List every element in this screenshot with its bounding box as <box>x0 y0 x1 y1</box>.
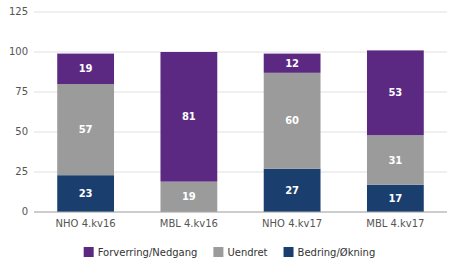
y-tick-label: 25 <box>15 166 28 177</box>
legend-swatch <box>284 247 294 257</box>
y-tick-label: 125 <box>9 6 28 17</box>
legend-label: Bedring/Økning <box>298 247 376 258</box>
legend-swatch <box>84 247 94 257</box>
grid-line <box>34 12 447 13</box>
data-label: 23 <box>79 188 93 199</box>
bar-segment <box>57 54 114 84</box>
legend-item: Bedring/Økning <box>284 247 376 258</box>
y-tick-label: 0 <box>22 206 28 217</box>
bar-segment <box>264 54 321 73</box>
data-label: 17 <box>388 193 402 204</box>
data-labels: 23 27 17 57 19 60 31 19 81 12 53 <box>79 58 403 204</box>
data-label: 19 <box>182 191 196 202</box>
grid-line <box>34 212 447 213</box>
data-label: 53 <box>388 87 402 98</box>
data-label: 12 <box>285 58 299 69</box>
grid <box>34 12 447 212</box>
bar-segment <box>264 169 321 212</box>
data-label: 27 <box>285 185 299 196</box>
data-label: 81 <box>182 111 196 122</box>
chart-container: 0 25 50 75 100 125 23 27 17 57 19 60 31 19 81 12 53 NHO 4… <box>0 0 459 270</box>
x-tick-label: NHO 4.kv16 <box>56 218 116 229</box>
bar-segment <box>367 185 424 212</box>
bar-segment <box>160 52 217 182</box>
legend-swatch <box>213 247 223 257</box>
data-label: 19 <box>79 63 93 74</box>
legend-item: Forverring/Nedgang <box>84 247 198 258</box>
x-tick-label: MBL 4.kv17 <box>366 218 424 229</box>
legend-label: Uendret <box>227 247 267 258</box>
legend-label: Forverring/Nedgang <box>98 247 198 258</box>
x-axis-line <box>34 212 447 213</box>
bar-segment <box>264 73 321 169</box>
x-tick-label: MBL 4.kv16 <box>160 218 218 229</box>
y-tick-label: 50 <box>15 126 28 137</box>
bar-segment <box>367 135 424 185</box>
x-tick-label: NHO 4.kv17 <box>262 218 322 229</box>
data-label: 57 <box>79 124 93 135</box>
data-label: 31 <box>388 155 402 166</box>
bar-segment <box>367 50 424 135</box>
data-label: 60 <box>285 115 299 126</box>
y-tick-label: 100 <box>9 46 28 57</box>
bar-segment <box>57 84 114 175</box>
y-tick-label: 75 <box>15 86 28 97</box>
bars <box>57 50 424 212</box>
chart: 0 25 50 75 100 125 23 27 17 57 19 60 31 19 81 12 53 NHO 4… <box>0 0 459 270</box>
legend-item: Uendret <box>213 247 267 258</box>
bar-segment <box>57 175 114 212</box>
legend: Forverring/Nedgang Uendret Bedring/Økning <box>84 247 376 258</box>
bar-segment <box>160 182 217 212</box>
